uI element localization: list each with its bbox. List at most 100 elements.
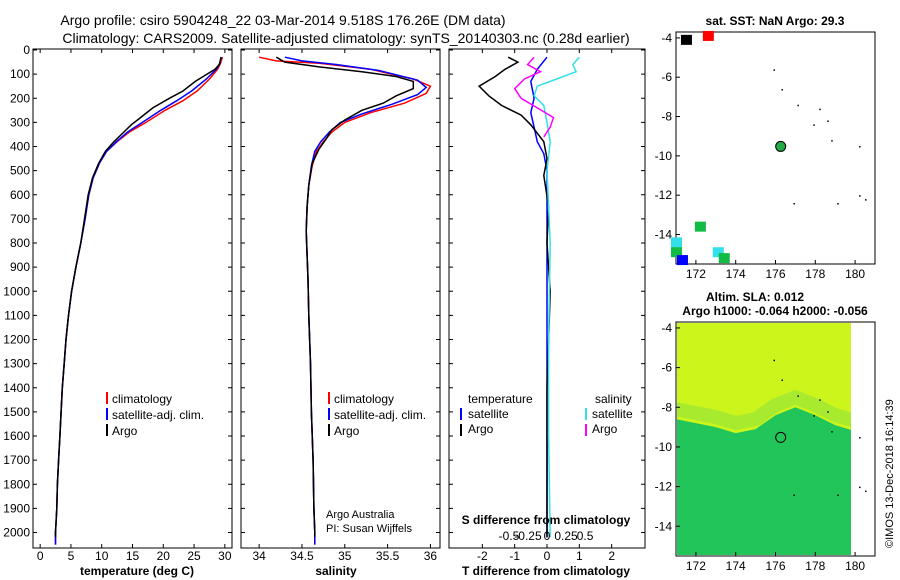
track-point xyxy=(773,69,776,71)
lat-tick-label: -8 xyxy=(661,110,672,124)
lat-tick-label: -14 xyxy=(655,519,673,533)
lon-tick-label: 176 xyxy=(765,267,785,281)
s-tick-label: 0.25 xyxy=(554,529,578,543)
lat-tick-label: -6 xyxy=(661,70,672,84)
sst-map-title: sat. SST: NaN Argo: 29.3 xyxy=(706,14,845,28)
legend-label-s-argo: Argo xyxy=(592,422,618,436)
lat-tick-label: -6 xyxy=(661,361,672,375)
track-point xyxy=(865,490,867,493)
depth-tick-label: 200 xyxy=(10,91,30,105)
difference-legend: temperature salinity satellite Argo sate… xyxy=(460,392,633,436)
salinity-x-axis: 34 34.5 35 35.5 36 xyxy=(252,49,437,563)
track-point xyxy=(781,379,783,382)
lon-tick-label: 176 xyxy=(765,559,785,573)
legend-label-climatology-s: climatology xyxy=(334,392,394,406)
track-point xyxy=(819,108,821,111)
series-line xyxy=(530,56,548,538)
sst-lat-axis: -4 -6 -8 -10 -12 -14 xyxy=(655,31,680,242)
t-difference-x-label: T difference from climatology xyxy=(462,564,630,578)
x-tick-label: 34 xyxy=(252,549,266,563)
depth-tick-label: 100 xyxy=(10,67,30,81)
track-point xyxy=(797,395,799,397)
series-line xyxy=(284,56,428,545)
depth-tick-label: 700 xyxy=(10,212,30,226)
depth-tick-label: 1300 xyxy=(3,357,30,371)
salinity-plot-frame xyxy=(240,48,441,549)
depth-tick-label: 800 xyxy=(10,236,30,250)
lat-tick-label: -12 xyxy=(655,188,673,202)
title-line-2: Climatology: CARS2009. Satellite-adjuste… xyxy=(62,30,629,46)
x-tick-label: 2 xyxy=(608,549,615,563)
track-point xyxy=(837,203,839,205)
sla-lon-axis: 172 174 176 178 180 xyxy=(686,552,865,573)
temperature-x-axis: 0 5 10 15 20 25 30 xyxy=(37,49,232,563)
legend-label-argo-s: Argo xyxy=(334,424,360,438)
depth-tick-label: 900 xyxy=(10,260,30,274)
depth-tick-label: 1200 xyxy=(3,333,30,347)
lon-tick-label: 178 xyxy=(805,559,825,573)
lon-tick-label: 172 xyxy=(686,559,706,573)
sla-float-track xyxy=(773,359,867,497)
sst-cell xyxy=(702,30,714,41)
depth-axis: 0 100 200 300 400 500 600 700 800 900 1000 1100 1200… xyxy=(3,43,232,540)
salinity-depth-ticks xyxy=(241,49,440,534)
sst-cell xyxy=(712,247,724,258)
legend-label-s-satellite: satellite xyxy=(592,407,633,421)
s-tick-label: 0.5 xyxy=(577,529,594,543)
difference-panel: -2 -1 0 1 2 temperature salinity satellite A… xyxy=(448,48,646,578)
x-tick-label: 15 xyxy=(126,549,140,563)
legend-title-salinity: salinity xyxy=(595,392,632,406)
profile-location-marker xyxy=(775,140,787,152)
legend-label-satellite-adj: satellite-adj. clim. xyxy=(112,408,204,422)
x-tick-label: 20 xyxy=(157,549,171,563)
depth-tick-label: 1600 xyxy=(3,429,30,443)
lon-tick-label: 180 xyxy=(845,559,865,573)
lat-tick-label: -4 xyxy=(661,31,672,45)
sst-cell xyxy=(694,221,706,232)
depth-tick-label: 1800 xyxy=(3,477,30,491)
sla-low-region xyxy=(677,407,851,555)
x-tick-label: 10 xyxy=(95,549,109,563)
depth-tick-label: 2000 xyxy=(3,526,30,540)
track-point xyxy=(859,486,861,489)
depth-tick-label: 600 xyxy=(10,188,30,202)
salinity-legend: climatology satellite-adj. clim. Argo xyxy=(328,392,426,438)
x-tick-label: 1 xyxy=(576,549,583,563)
s-tick-label: -0.25 xyxy=(514,529,542,543)
lon-tick-label: 174 xyxy=(726,267,746,281)
depth-tick-label: 1100 xyxy=(4,308,30,322)
temperature-legend: climatology satellite-adj. clim. Argo xyxy=(106,392,204,438)
sla-transition xyxy=(677,389,851,431)
sst-cell xyxy=(671,237,682,248)
legend-title-temperature: temperature xyxy=(468,392,533,406)
legend-label-t-argo: Argo xyxy=(468,422,494,436)
credit-line-2: PI: Susan Wijffels xyxy=(326,523,412,535)
sst-cell xyxy=(680,34,692,45)
lon-tick-label: 172 xyxy=(686,267,706,281)
lat-tick-label: -10 xyxy=(655,440,673,454)
s-tick-label: 0 xyxy=(544,529,551,543)
temperature-panel: 0100200300400500600700800900100011001200… xyxy=(3,43,233,578)
depth-tick-label: 300 xyxy=(10,115,30,129)
track-point xyxy=(773,359,776,362)
depth-tick-label: 0 xyxy=(23,43,30,57)
track-point xyxy=(831,431,833,433)
x-tick-label: 35.5 xyxy=(376,549,400,563)
salinity-x-label: salinity xyxy=(315,564,357,578)
track-point xyxy=(813,415,815,417)
sst-cell xyxy=(671,247,682,258)
series-line xyxy=(54,56,224,545)
track-point xyxy=(781,89,783,91)
series-line xyxy=(54,57,222,538)
track-point xyxy=(837,494,839,497)
legend-label-t-satellite: satellite xyxy=(468,407,509,421)
series-line xyxy=(477,56,551,538)
sla-lat-axis: -4 -6 -8 -10 -12 -14 xyxy=(655,321,680,533)
lon-tick-label: 178 xyxy=(805,267,825,281)
depth-tick-label: 500 xyxy=(10,164,30,178)
lat-tick-label: -12 xyxy=(655,480,673,494)
title-line-1: Argo profile: csiro 5904248_22 03-Mar-20… xyxy=(60,12,505,28)
salinity-panel: 34 34.5 35 35.5 36 climatology satellite-adj… xyxy=(240,48,441,578)
x-tick-label: 0 xyxy=(544,549,551,563)
difference-profiles xyxy=(477,56,580,538)
